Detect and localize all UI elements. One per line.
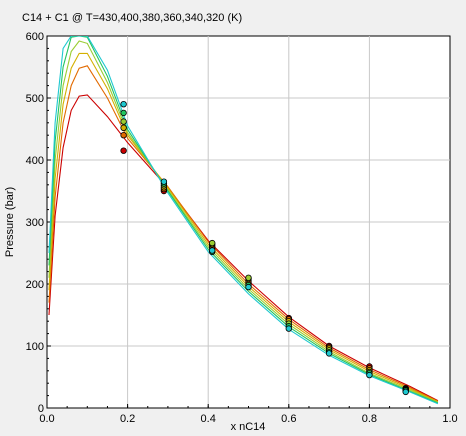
series-line-2 xyxy=(48,65,439,402)
data-point-series-6 xyxy=(402,388,409,396)
data-point-series-6 xyxy=(245,283,252,291)
series-line-1 xyxy=(48,94,439,402)
x-axis-title: x nC14 xyxy=(231,421,266,433)
x-tick-label: 0.4 xyxy=(201,413,216,425)
axis-ticks: 0.0 0.2 0.4 0.6 0.8 1.0 0 100 200 300 400 500 600 xyxy=(26,31,458,425)
x-tick-label: 0.6 xyxy=(281,413,296,425)
y-tick-label: 400 xyxy=(26,155,44,167)
data-point-series-6 xyxy=(120,100,127,108)
series-line-6 xyxy=(48,36,439,405)
data-point-series-1 xyxy=(120,147,127,154)
data-point-series-6 xyxy=(285,325,292,332)
y-tick-label: 0 xyxy=(38,403,44,415)
series-group xyxy=(48,36,439,405)
data-point-series-6 xyxy=(366,371,373,379)
y-tick-label: 200 xyxy=(26,279,44,291)
x-tick-label: 1.0 xyxy=(442,413,457,425)
x-tick-label: 0.2 xyxy=(120,413,135,425)
data-point-series-6 xyxy=(325,350,333,357)
y-axis-title: Pressure (bar) xyxy=(4,187,16,257)
y-tick-label: 600 xyxy=(26,31,44,43)
data-point-series-6 xyxy=(160,178,168,185)
data-point-series-5 xyxy=(120,109,127,117)
x-tick-label: 0.8 xyxy=(362,413,377,425)
x-tick-label: 0.0 xyxy=(39,413,54,425)
chart-title: C14 + C1 @ T=430,400,380,360,340,320 (K) xyxy=(22,12,242,24)
y-tick-label: 500 xyxy=(26,93,44,105)
data-point-series-4 xyxy=(245,274,252,281)
data-point-series-2 xyxy=(120,131,127,139)
data-point-series-4 xyxy=(120,118,127,125)
data-point-series-4 xyxy=(208,239,216,247)
data-point-series-3 xyxy=(120,124,127,131)
data-points xyxy=(120,100,409,396)
y-tick-label: 100 xyxy=(26,341,44,353)
y-tick-label: 300 xyxy=(26,217,44,229)
data-point-series-6 xyxy=(208,247,216,254)
